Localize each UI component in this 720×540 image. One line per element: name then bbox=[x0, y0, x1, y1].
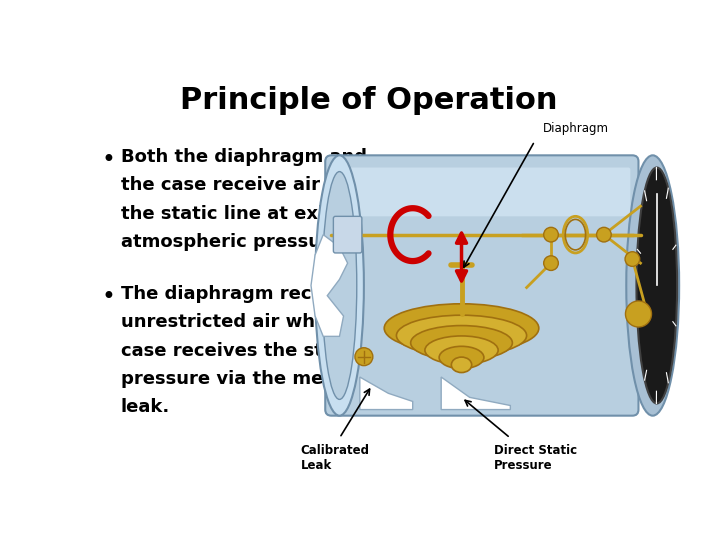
Ellipse shape bbox=[315, 156, 364, 416]
Circle shape bbox=[625, 252, 639, 266]
Ellipse shape bbox=[439, 346, 484, 369]
Ellipse shape bbox=[636, 167, 677, 403]
Circle shape bbox=[544, 227, 558, 242]
Text: the static line at existing: the static line at existing bbox=[121, 205, 374, 222]
Ellipse shape bbox=[410, 326, 513, 360]
Ellipse shape bbox=[425, 336, 498, 364]
Ellipse shape bbox=[397, 315, 526, 356]
Text: Direct Static
Pressure: Direct Static Pressure bbox=[494, 444, 577, 472]
Polygon shape bbox=[360, 377, 413, 409]
Ellipse shape bbox=[384, 304, 539, 353]
Text: unrestricted air while the: unrestricted air while the bbox=[121, 313, 379, 332]
Text: the case receive air from: the case receive air from bbox=[121, 176, 374, 194]
Polygon shape bbox=[441, 377, 510, 409]
Text: Diaphragm: Diaphragm bbox=[543, 122, 609, 135]
Circle shape bbox=[626, 301, 652, 327]
Text: Principle of Operation: Principle of Operation bbox=[180, 85, 558, 114]
Text: The diaphragm receives: The diaphragm receives bbox=[121, 285, 364, 303]
Circle shape bbox=[544, 256, 558, 271]
Ellipse shape bbox=[451, 357, 472, 373]
FancyBboxPatch shape bbox=[333, 217, 362, 253]
FancyBboxPatch shape bbox=[325, 156, 639, 416]
Text: Calibrated
Leak: Calibrated Leak bbox=[301, 444, 370, 472]
Text: •: • bbox=[101, 285, 115, 309]
Text: leak.: leak. bbox=[121, 399, 170, 416]
FancyBboxPatch shape bbox=[333, 167, 630, 217]
Text: pressure via the metered: pressure via the metered bbox=[121, 370, 378, 388]
Ellipse shape bbox=[322, 172, 357, 400]
Text: case receives the static: case receives the static bbox=[121, 342, 360, 360]
Text: atmospheric pressure.: atmospheric pressure. bbox=[121, 233, 348, 251]
Polygon shape bbox=[311, 235, 348, 336]
Circle shape bbox=[355, 348, 373, 366]
Ellipse shape bbox=[626, 156, 679, 416]
Circle shape bbox=[597, 227, 611, 242]
Text: Both the diaphragm and: Both the diaphragm and bbox=[121, 148, 366, 166]
Text: •: • bbox=[101, 148, 115, 172]
